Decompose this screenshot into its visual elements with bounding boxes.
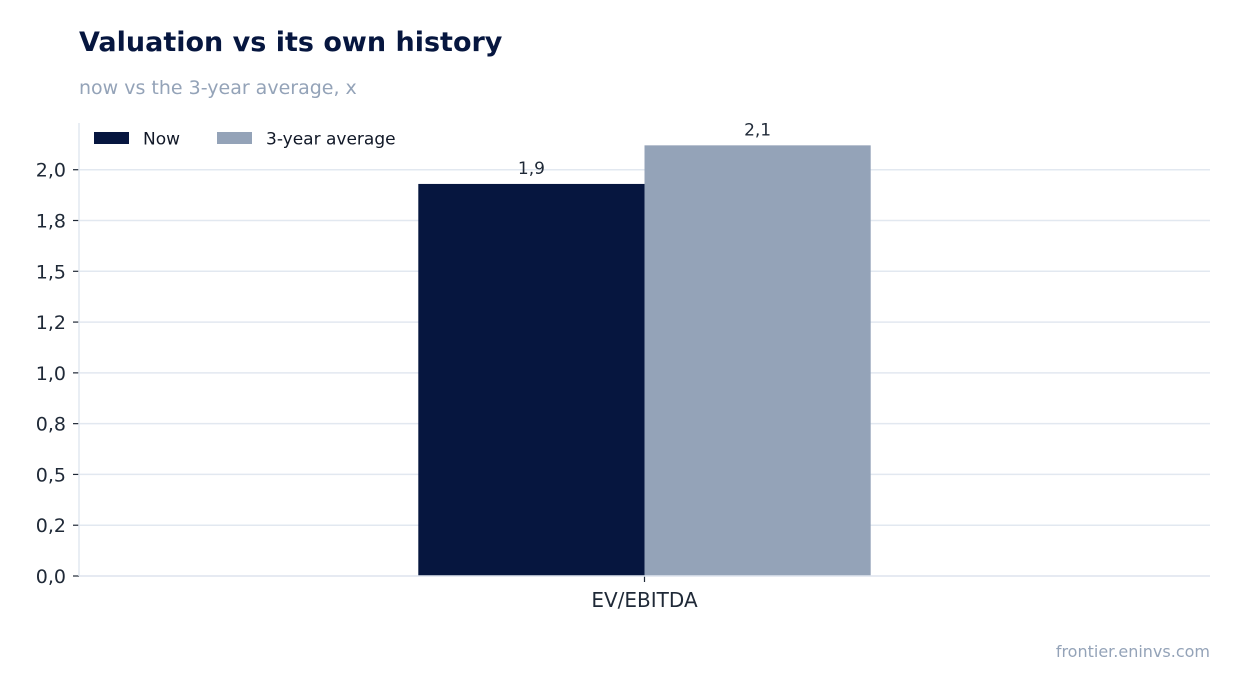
y-tick-label: 2,0 <box>36 160 66 182</box>
legend-swatch-average <box>217 132 252 144</box>
bar-average <box>644 145 871 577</box>
y-tick-label: 0,8 <box>36 414 66 436</box>
chart-title: Valuation vs its own history <box>79 27 503 58</box>
axis-layer: 0,0 0,2 0,5 0,8 1,0 1,2 1,5 1,8 2,0 EV/EBITDA <box>36 123 1210 612</box>
bar-now <box>418 183 645 576</box>
x-tick-label: EV/EBITDA <box>591 588 698 612</box>
legend-label: Now <box>143 130 180 150</box>
y-tick-label: 1,0 <box>36 363 66 385</box>
source-credit: frontier.eninvs.com <box>1055 642 1210 661</box>
data-label: 2,1 <box>744 120 771 140</box>
data-label: 1,9 <box>518 159 545 179</box>
y-tick-label: 1,2 <box>36 312 66 334</box>
y-tick-label: 1,8 <box>36 211 66 233</box>
legend: Now 3-year average <box>94 130 396 150</box>
chart-subtitle: now vs the 3-year average, x <box>79 77 357 99</box>
y-tick-label: 0,2 <box>36 515 66 537</box>
y-tick-label: 0,0 <box>36 566 66 588</box>
legend-swatch-now <box>94 132 129 144</box>
bar-layer: 1,9 2,1 <box>418 120 871 577</box>
y-tick-label: 0,5 <box>36 464 66 486</box>
legend-label: 3-year average <box>266 130 396 150</box>
y-tick-label: 1,5 <box>36 261 66 283</box>
